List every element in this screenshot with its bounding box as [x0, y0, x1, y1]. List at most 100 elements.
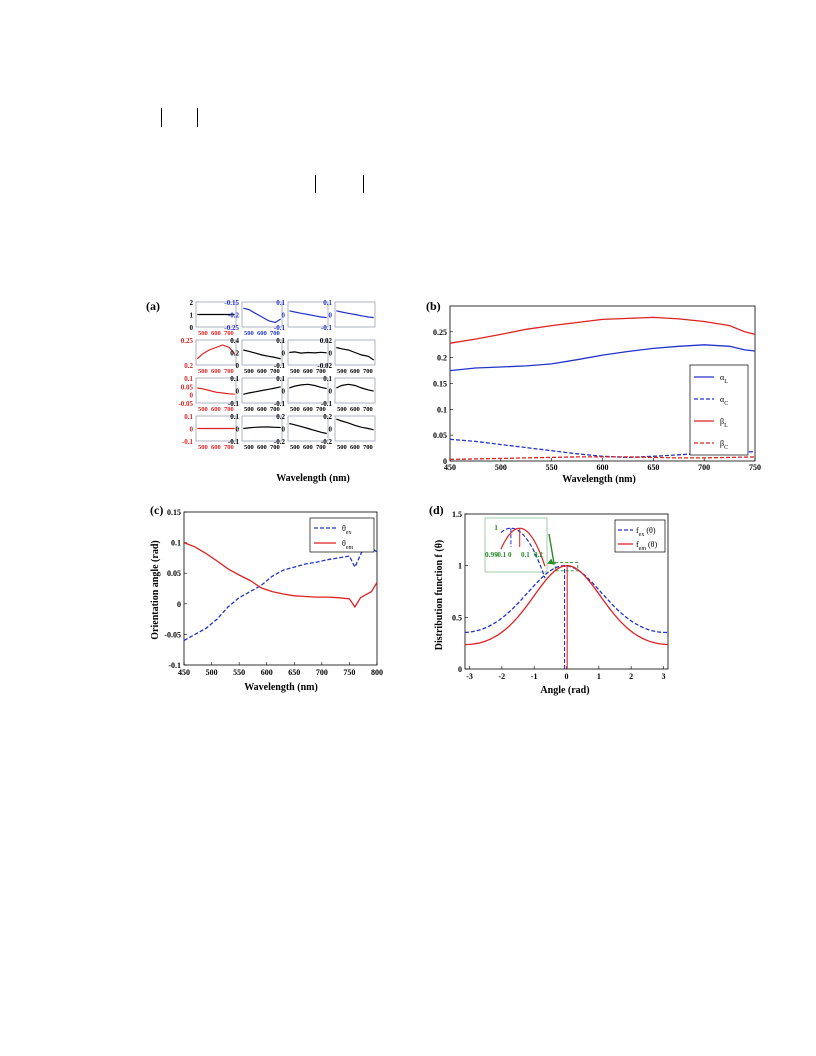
y-tick-label: 0.2: [184, 362, 193, 370]
y-tick-label: 0.1: [323, 375, 332, 383]
y-tick-label: 1: [458, 562, 462, 571]
y-tick-label: 0.1: [276, 375, 285, 383]
y-tick-label: 0.5: [452, 613, 462, 622]
inset-x-tick-label: 0: [508, 551, 512, 559]
y-tick-label: 0.05: [167, 569, 181, 578]
x-tick-label: 700: [270, 444, 280, 451]
x-tick-label: 700: [224, 368, 234, 375]
x-tick-label: 700: [270, 330, 280, 337]
y-tick-label: -0.1: [168, 661, 181, 670]
series-line: [289, 383, 327, 390]
x-axis-label: Wavelength (nm): [562, 474, 636, 485]
x-tick-label: 500: [337, 406, 347, 413]
x-tick-label: 700: [270, 368, 280, 375]
legend-box: [689, 364, 749, 456]
panel-label: (d): [429, 503, 444, 517]
inset-y-tick-label: 1: [494, 523, 498, 532]
y-tick-label: -0.2: [274, 438, 286, 446]
x-tick-label: 450: [178, 668, 190, 677]
inset-series-line: [500, 527, 546, 579]
x-tick-label: 600: [211, 444, 221, 451]
y-tick-label: 0.02: [320, 337, 333, 345]
mini-plot-frame: [334, 377, 376, 404]
y-tick-label: 2: [190, 299, 194, 307]
y-tick-label: -0.1: [274, 324, 286, 332]
inset-x-tick-label: 0.1: [521, 551, 530, 559]
x-tick-label: 500: [198, 330, 208, 337]
series-line: [289, 422, 327, 435]
y-tick-label: -0.2: [228, 312, 240, 320]
mini-plot-frame: [287, 339, 329, 366]
x-tick-label: 0: [565, 672, 569, 681]
x-tick-label: 2: [629, 672, 633, 681]
mini-plot-frame: [334, 339, 376, 366]
x-tick-label: 500: [244, 330, 254, 337]
x-tick-label: 600: [257, 330, 267, 337]
y-tick-label: -0.1: [321, 400, 333, 408]
y-tick-label: 0: [282, 426, 286, 434]
chart-panel-c: (c) Wavelength (nm) Orientation angle (r…: [150, 503, 383, 693]
y-tick-label: 1: [190, 312, 194, 320]
x-tick-label: 700: [224, 330, 234, 337]
zoom-arrow-head: [547, 558, 555, 565]
y-tick-label: 0.2: [230, 350, 239, 358]
x-tick-label: 500: [337, 368, 347, 375]
y-tick-label: 0.05: [181, 383, 194, 391]
series-line: [336, 310, 374, 319]
mini-plot-frame: [287, 377, 329, 404]
y-tick-label: 0.1: [230, 413, 239, 421]
series-line: [336, 418, 374, 431]
series-line: [243, 426, 281, 430]
x-tick-label: 500: [198, 406, 208, 413]
legend-label: θex: [342, 524, 352, 536]
y-tick-label: -0.1: [274, 400, 286, 408]
y-tick-label: 0.25: [433, 328, 447, 337]
y-tick-label: 0.1: [437, 405, 447, 414]
y-tick-label: -0.15: [224, 299, 239, 307]
series-line: [336, 383, 374, 392]
y-tick-label: 0: [329, 312, 333, 320]
legend-label: θem: [342, 539, 354, 551]
x-tick-label: -1: [531, 672, 538, 681]
panel-label: (a): [146, 299, 160, 313]
x-tick-label: 500: [337, 444, 347, 451]
series-line: [464, 565, 669, 646]
x-tick-label: 500: [495, 463, 507, 472]
y-tick-label: 0.1: [171, 539, 181, 548]
x-tick-label: -2: [499, 672, 506, 681]
x-tick-label: 500: [244, 406, 254, 413]
y-tick-label: 0: [329, 388, 333, 396]
x-tick-label: 700: [224, 406, 234, 413]
y-tick-label: 0.15: [433, 380, 447, 389]
panel-label: (c): [150, 503, 163, 517]
series-line: [289, 310, 327, 319]
y-tick-label: 0: [329, 426, 333, 434]
y-tick-label: -0.05: [178, 400, 193, 408]
text-cursor-bar: [161, 108, 162, 127]
y-tick-label: -0.25: [224, 324, 239, 332]
legend-label: fex (θ): [636, 526, 656, 538]
y-tick-label: 0: [282, 388, 286, 396]
y-tick-label: -0.1: [321, 324, 333, 332]
x-tick-label: 700: [316, 444, 326, 451]
x-tick-label: 450: [444, 463, 456, 472]
x-tick-label: 700: [270, 406, 280, 413]
y-tick-label: 0.2: [276, 413, 285, 421]
y-tick-label: 0.1: [276, 337, 285, 345]
x-tick-label: 700: [363, 406, 373, 413]
y-tick-label: 1.5: [452, 510, 462, 519]
x-tick-label: 3: [661, 672, 665, 681]
x-tick-label: 500: [198, 444, 208, 451]
y-tick-label: 0.05: [433, 431, 447, 440]
inset-y-tick-label: 0.99: [485, 550, 498, 559]
series-line: [289, 351, 327, 354]
y-tick-label: 0: [190, 426, 194, 434]
y-tick-label: 0: [458, 665, 462, 674]
y-tick-label: 0.1: [276, 299, 285, 307]
inset-x-tick-label: -0.1: [495, 551, 507, 559]
legend-label: αC: [720, 395, 728, 407]
x-tick-label: 600: [257, 444, 267, 451]
legend-label: αL: [720, 373, 728, 385]
mini-plot-frame: [241, 339, 283, 366]
x-tick-label: 700: [698, 463, 710, 472]
